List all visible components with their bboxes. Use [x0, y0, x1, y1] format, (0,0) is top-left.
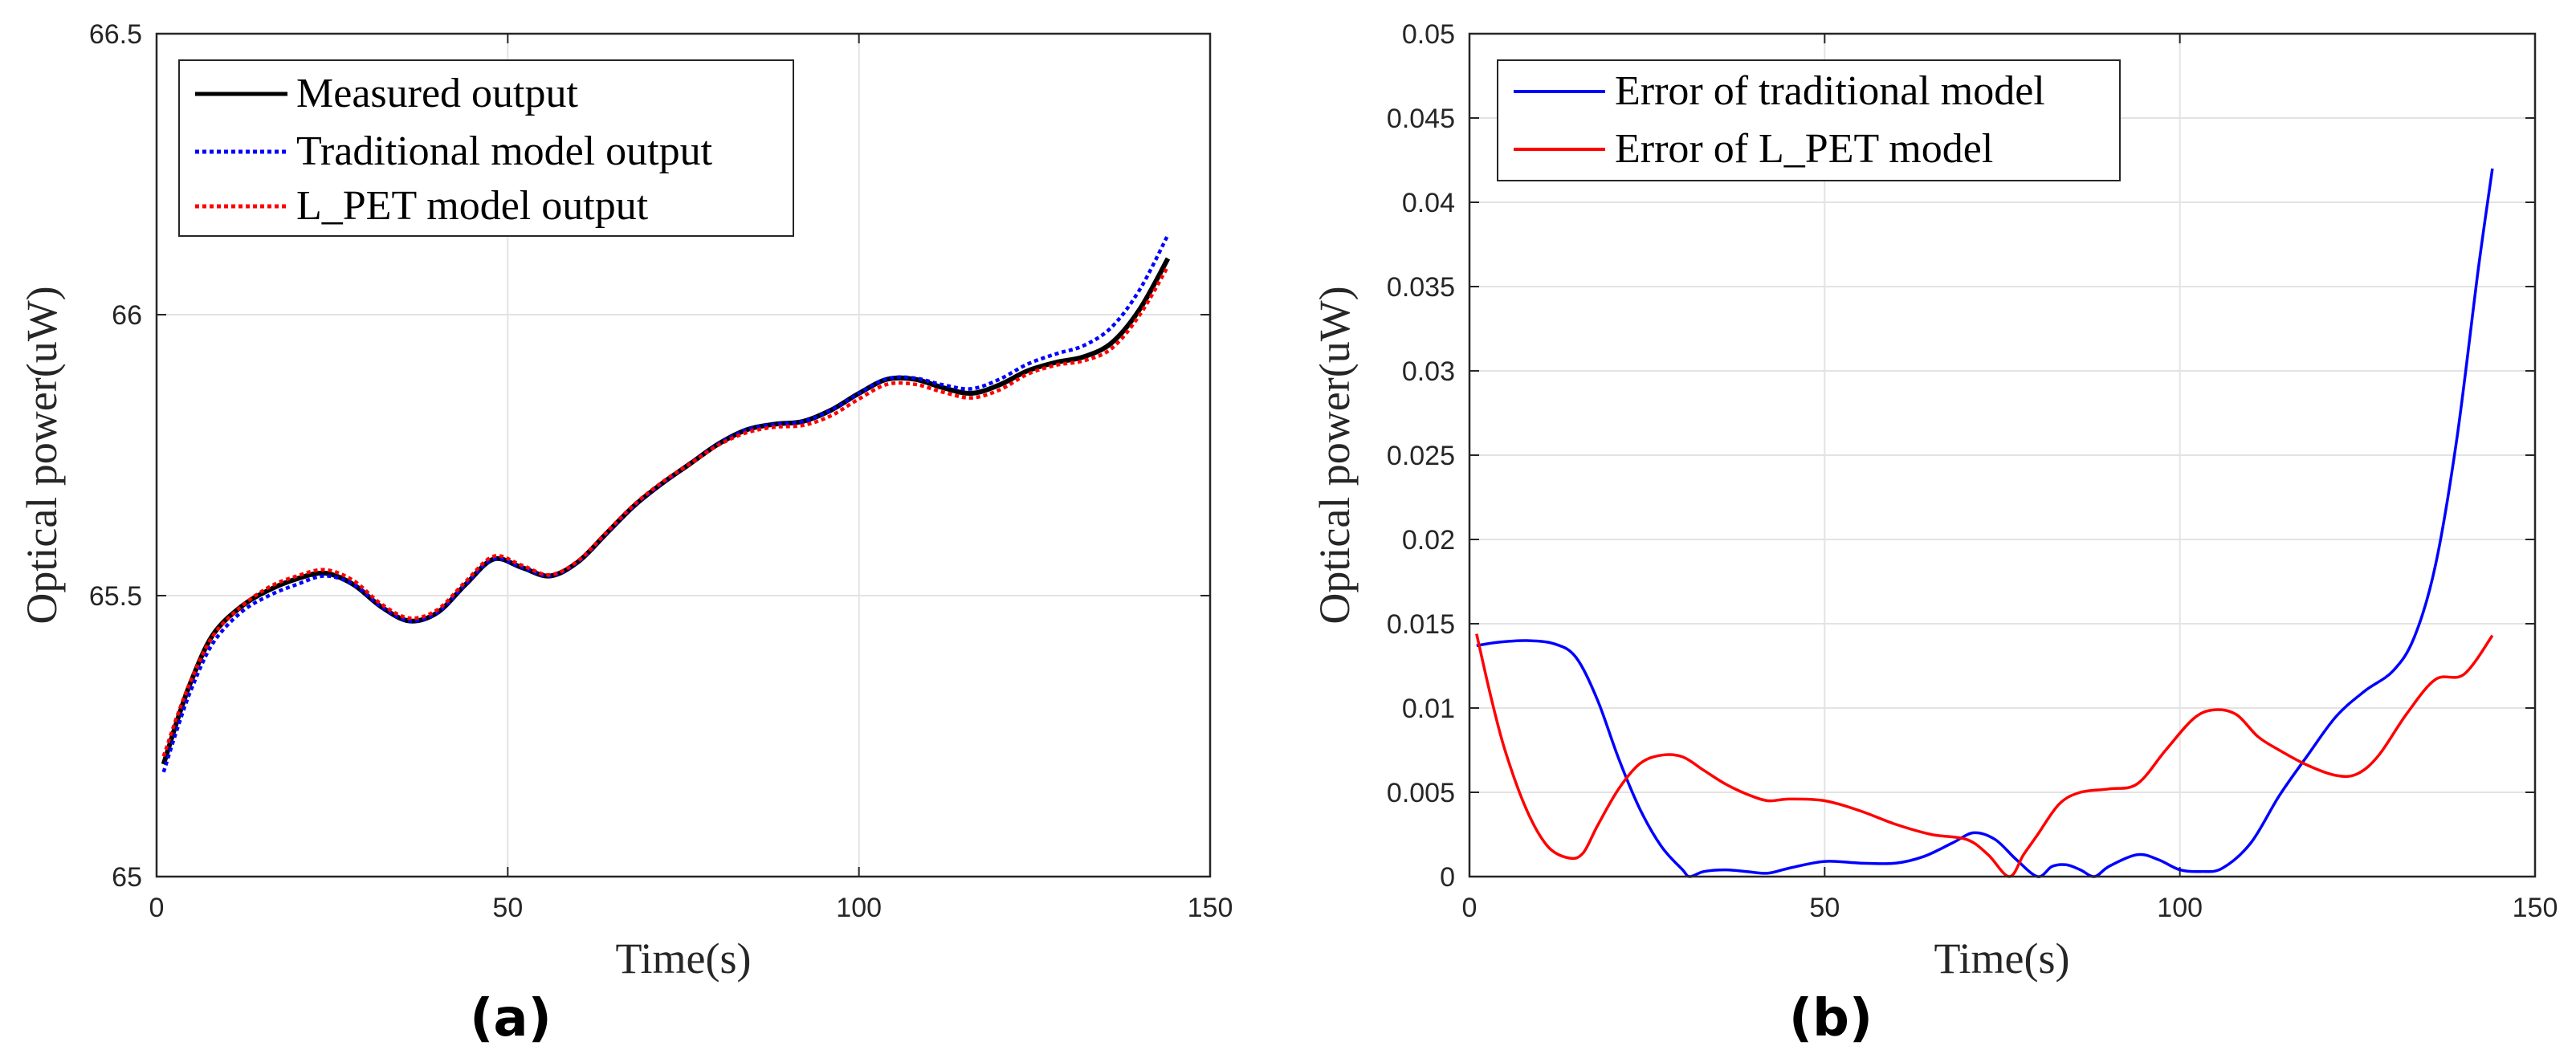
axes-frame-a	[155, 32, 1212, 878]
series-line-a-1	[161, 257, 1171, 765]
legend-label-lpet: L_PET model output	[296, 183, 649, 229]
series-line-a-3	[161, 265, 1170, 757]
panel-label-a: (a)	[470, 989, 552, 1048]
legend-a: Measured output Traditional model output…	[178, 59, 794, 237]
x-axis-label-b: Time(s)	[1934, 934, 2069, 983]
legend-b: Error of traditional model Error of L_PE…	[1497, 59, 2121, 181]
y-tick-label: 0.035	[1387, 272, 1455, 303]
plot-area-a	[161, 234, 1171, 773]
x-axis-label-a: Time(s)	[615, 934, 751, 983]
y-tick-label: 0.015	[1387, 609, 1455, 640]
y-axis-label-b: Optical power(uW)	[1310, 286, 1359, 624]
x-tick-label: 0	[1462, 893, 1478, 923]
legend-box-b	[1497, 59, 2121, 181]
x-tick-label: 100	[836, 893, 882, 923]
series-line-b-2	[1475, 633, 2494, 878]
legend-label-traditional: Traditional model output	[296, 128, 713, 174]
x-tick-label: 150	[1188, 893, 1233, 923]
y-tick-label: 66	[112, 300, 142, 331]
y-tick-label: 0.02	[1402, 525, 1455, 555]
x-tick-label: 100	[2157, 893, 2203, 923]
y-tick-label: 0	[1440, 862, 1455, 893]
y-tick-label: 0.04	[1402, 188, 1455, 218]
plot-area-b	[1475, 168, 2494, 878]
axes-frame-b	[1468, 32, 2537, 878]
x-tick-label: 0	[149, 893, 165, 923]
y-tick-label: 0.01	[1402, 694, 1455, 724]
y-tick-label: 0.03	[1402, 356, 1455, 387]
ticks-b: 0 50 100 150 0 0.005 0.01 0.015 0.02 0.025 0.03 0.0…	[1387, 19, 2558, 923]
y-tick-label: 65.5	[89, 581, 142, 612]
series-line-b-1	[1476, 168, 2494, 878]
y-axis-label-a: Optical power(uW)	[18, 286, 66, 624]
series-line-a-2	[161, 234, 1170, 773]
x-tick-label: 150	[2513, 893, 2558, 923]
y-tick-label: 66.5	[89, 19, 142, 50]
panel-label-b: (b)	[1789, 989, 1873, 1048]
y-tick-label: 0.025	[1387, 441, 1455, 471]
chart-panel-b: 0 50 100 150 0 0.005 0.01 0.015 0.02 0.025 0.03 0.0…	[1310, 19, 2558, 1048]
y-tick-label: 0.05	[1402, 19, 1455, 50]
legend-box-a	[178, 59, 794, 237]
x-tick-label: 50	[492, 893, 523, 923]
legend-label-trad-error: Error of traditional model	[1615, 68, 2045, 114]
y-tick-label: 0.005	[1387, 778, 1455, 808]
y-tick-label: 0.045	[1387, 104, 1455, 134]
chart-panel-a: 0 50 100 150 65 65.5 66 66.5 Time(s) Optical po…	[18, 19, 1233, 1048]
legend-label-measured: Measured output	[296, 71, 578, 116]
legend-label-lpet-error: Error of L_PET model	[1615, 126, 1993, 172]
x-tick-label: 50	[1809, 893, 1840, 923]
y-tick-label: 65	[112, 862, 142, 893]
